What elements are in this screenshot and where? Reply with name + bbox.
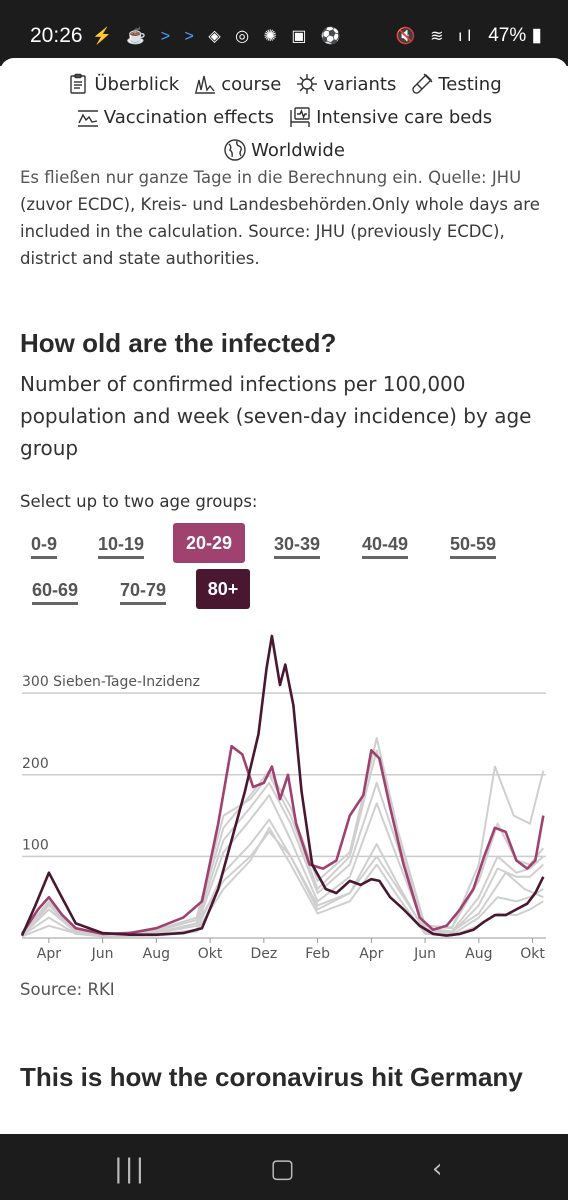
age-chip-label: 10-19 [97, 534, 145, 559]
syringe-icon [77, 110, 98, 127]
age-chip-80-plus[interactable]: 80+ [196, 569, 250, 609]
globe-icon [224, 139, 246, 161]
x-tick-label: Dez [250, 946, 277, 962]
recent-apps-icon[interactable]: ||| [114, 1154, 147, 1184]
series-line-40-49 [21, 781, 544, 936]
age-chip-label: 50-59 [449, 534, 497, 559]
clipboard-icon [70, 73, 87, 94]
age-chip-label: 60-69 [31, 580, 79, 605]
nav-label: Vaccination effects [103, 106, 275, 128]
nav-item-testing[interactable]: Testing [410, 72, 502, 96]
section-nav: Überblick course variants Testing Vaccin… [0, 66, 568, 170]
nav-item-overview[interactable]: Überblick [66, 72, 179, 96]
age-chip-label: 20-29 [185, 533, 233, 553]
icu-monitor-icon [290, 107, 310, 127]
age-chip-label: 80+ [207, 579, 239, 599]
series-line-30-39 [21, 737, 545, 936]
system-icons: 🔇 ≋ ıl [395, 28, 476, 45]
methodology-note-text: (zuvor ECDC), Kreis- und Landesbehörden.… [20, 195, 540, 268]
age-select-label: Select up to two age groups: [20, 492, 258, 511]
notification-icons: ⚡ ☕ > > ◈ ◎ ✺ ▣ ⚽ [92, 28, 346, 45]
line-chart-icon [195, 75, 216, 94]
nav-item-intensive-care-beds[interactable]: Intensive care beds [288, 105, 492, 129]
age-chip-label: 0-9 [30, 534, 57, 559]
home-icon[interactable]: ▢ [270, 1154, 295, 1184]
x-tick-label: Aug [143, 946, 170, 962]
back-icon[interactable]: ‹ [432, 1154, 443, 1184]
incidence-line-chart: 100 200 300 Sieben-Tage-Inzidenz Apr Jun Aug O… [20, 634, 546, 962]
x-tick-label: Apr [37, 946, 61, 962]
age-chip-20-29[interactable]: 20-29 [173, 523, 245, 563]
x-tick-label: Aug [465, 946, 492, 962]
age-chip-40-49[interactable]: 40-49 [350, 524, 420, 564]
section-subtitle: Number of confirmed infections per 100,0… [20, 372, 532, 460]
section-title: How old are the infected? [20, 328, 337, 358]
chart-source: Source: RKI [20, 980, 115, 999]
nav-label: Worldwide [251, 139, 345, 161]
nav-item-vaccination-effects[interactable]: Vaccination effects [76, 105, 274, 129]
age-chip-50-59[interactable]: 50-59 [438, 524, 508, 564]
nav-label: variants [323, 73, 397, 95]
x-tick-label: Okt [198, 946, 223, 962]
methodology-note-partial-line: Es fließen nur ganze Tage in die Berechn… [20, 168, 522, 187]
x-tick-label: Okt [520, 946, 545, 962]
methodology-note: Es fließen nur ganze Tage in die Berechn… [20, 164, 550, 272]
x-tick-label: Jun [91, 946, 114, 962]
nav-label: Testing [438, 73, 502, 95]
y-tick-label: 200 [22, 756, 49, 772]
y-tick-label: 100 [22, 837, 49, 853]
nav-label: course [221, 73, 282, 95]
age-chip-label: 70-79 [119, 580, 167, 605]
age-chip-30-39[interactable]: 30-39 [262, 524, 332, 564]
age-chip-70-79[interactable]: 70-79 [108, 570, 178, 610]
age-chip-60-69[interactable]: 60-69 [20, 570, 90, 610]
nav-label: Überblick [94, 73, 180, 95]
x-tick-label: Apr [359, 946, 383, 962]
series-line-80+ [20, 634, 545, 937]
age-chip-10-19[interactable]: 10-19 [86, 524, 156, 564]
y-tick-label: 300 Sieben-Tage-Inzidenz [22, 674, 200, 690]
series-line-20-29 [20, 744, 545, 936]
nav-item-worldwide[interactable]: Worldwide [223, 138, 345, 162]
test-tube-icon [412, 73, 433, 94]
age-chip-label: 30-39 [273, 534, 321, 559]
nav-item-course[interactable]: course [193, 72, 281, 96]
system-nav-bar: ||| ▢ ‹ [0, 1134, 568, 1200]
nav-label: Intensive care beds [316, 106, 493, 128]
status-time: 20:26 [30, 24, 83, 47]
x-tick-label: Feb [305, 946, 330, 962]
age-chip-0-9[interactable]: 0-9 [20, 524, 68, 564]
virus-icon [297, 74, 318, 94]
x-tick-label: Jun [413, 946, 436, 962]
nav-item-variants[interactable]: variants [295, 72, 396, 96]
battery-level: 47% ▮ [488, 25, 542, 46]
age-chip-label: 40-49 [361, 534, 409, 559]
next-section-title: This is how the coronavirus hit Germany [20, 1062, 523, 1092]
